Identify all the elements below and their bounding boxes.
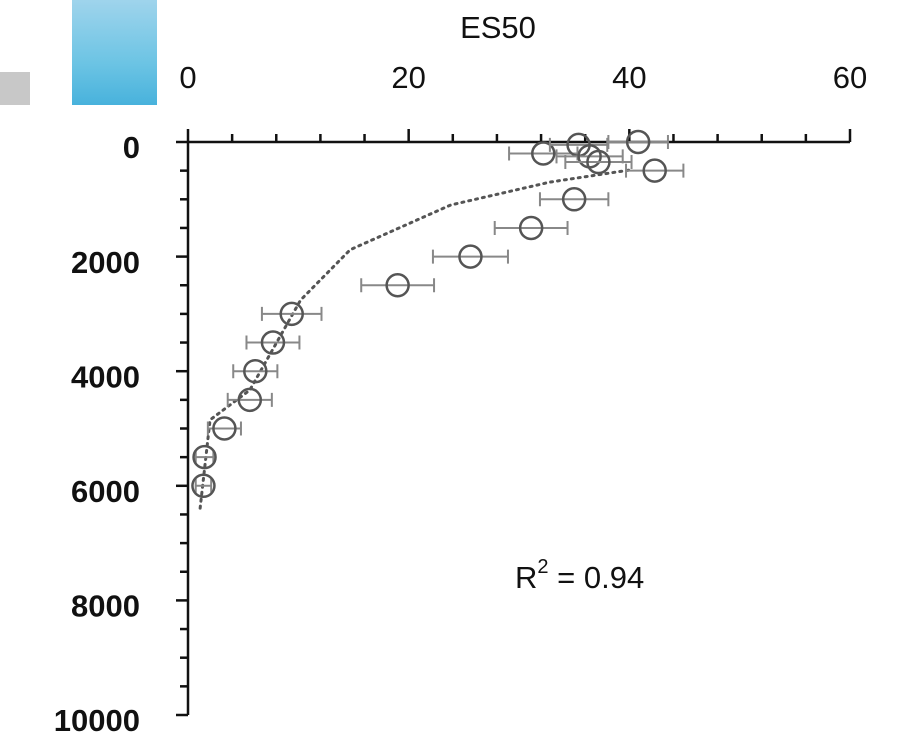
point [561, 187, 587, 212]
point [642, 158, 667, 183]
error-bar [245, 335, 301, 350]
y-tick-label: 6000 [71, 474, 140, 509]
error-bar [431, 249, 509, 264]
image-thumbnail [72, 0, 157, 105]
point [385, 273, 410, 298]
point [191, 473, 216, 499]
point [237, 387, 263, 413]
error-bar [194, 478, 213, 493]
error-bar [538, 192, 610, 207]
x-axis-title: ES50 [460, 10, 536, 45]
error-bar [232, 364, 279, 379]
y-tick-label: 4000 [71, 359, 140, 394]
annotation-base: R [515, 560, 537, 595]
gray-thumbnail [0, 72, 30, 105]
y-tick-label: 8000 [71, 589, 140, 624]
error-bar [508, 146, 579, 161]
error-bar [360, 278, 436, 293]
error-bar [564, 155, 633, 170]
x-tick-label: 60 [833, 60, 867, 95]
trend-line [198, 168, 631, 510]
point [518, 215, 544, 241]
y-tick-label: 2000 [71, 245, 140, 280]
y-tick-label: 0 [123, 130, 140, 165]
point [625, 129, 651, 155]
error-bar [548, 137, 609, 152]
point [212, 416, 237, 441]
point [279, 301, 304, 327]
point [260, 330, 286, 355]
error-bar [625, 163, 685, 178]
x-tick-label: 0 [179, 60, 196, 95]
error-bar [493, 220, 569, 235]
annotation-rest: = 0.94 [549, 560, 645, 595]
point [458, 244, 483, 269]
point [586, 149, 611, 175]
error-bar [226, 392, 273, 407]
x-tick-label: 20 [391, 60, 425, 95]
error-bar [194, 450, 215, 465]
x-tick-label: 40 [612, 60, 646, 95]
error-bar [260, 306, 323, 321]
annotation: R2 = 0.94 [515, 556, 644, 595]
annotation-sup: 2 [537, 556, 548, 578]
point [531, 141, 556, 166]
error-bar [607, 135, 669, 149]
point [243, 358, 268, 384]
y-tick-label: 10000 [54, 703, 140, 738]
point [192, 444, 217, 470]
